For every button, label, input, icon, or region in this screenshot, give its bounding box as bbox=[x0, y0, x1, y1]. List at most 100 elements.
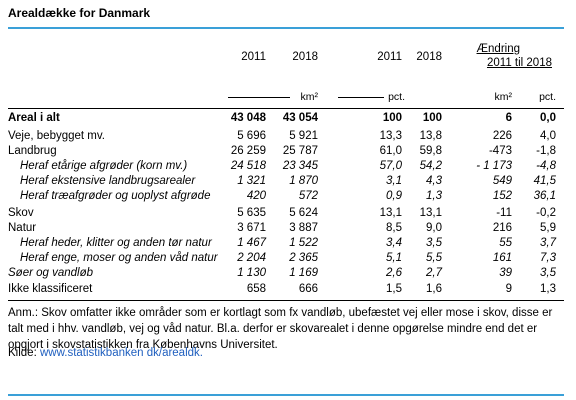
cell: -473 bbox=[488, 145, 512, 157]
cell: 36,1 bbox=[533, 190, 556, 202]
cell: 3,5 bbox=[426, 237, 442, 249]
rule bbox=[8, 108, 564, 109]
cell: 100 bbox=[382, 112, 402, 124]
column-header: 2011 bbox=[377, 51, 402, 63]
cell: 161 bbox=[492, 252, 512, 264]
row-label: Heraf træafgrøder og uoplyst afgrøde bbox=[20, 190, 211, 202]
cell: 5,9 bbox=[540, 222, 556, 234]
cell: 0,0 bbox=[540, 112, 556, 124]
unit-label: pct. bbox=[388, 91, 405, 103]
column-header: 2011 til 2018 bbox=[486, 57, 552, 69]
cell: 572 bbox=[298, 190, 318, 202]
note: Anm.: Skov omfatter ikke områder som er … bbox=[8, 307, 553, 351]
cell: 420 bbox=[246, 190, 266, 202]
row-label: Heraf heder, klitter og anden tør natur bbox=[20, 237, 212, 249]
unit-label: km² bbox=[300, 91, 319, 103]
cell: 3,7 bbox=[540, 237, 556, 249]
cell: 26 259 bbox=[230, 145, 266, 157]
cell: 5 635 bbox=[237, 207, 266, 219]
cell: 8,5 bbox=[386, 222, 402, 234]
cell: 43 048 bbox=[230, 112, 266, 124]
cell: 5,5 bbox=[426, 252, 442, 264]
rule bbox=[8, 300, 564, 301]
source-label: Kilde: bbox=[8, 347, 37, 359]
cell: 4,0 bbox=[540, 130, 556, 142]
cell: 13,1 bbox=[379, 207, 402, 219]
cell: 4,3 bbox=[426, 175, 442, 187]
row-label: Areal i alt bbox=[8, 112, 60, 124]
cell: 1 870 bbox=[289, 175, 318, 187]
cell: 3 887 bbox=[289, 222, 318, 234]
cell: 9 bbox=[505, 283, 512, 295]
unit-rule bbox=[338, 97, 384, 98]
rule bbox=[8, 27, 564, 29]
source: Kilde: www.statistikbanken dk/arealdk. bbox=[8, 346, 203, 360]
cell: 5 624 bbox=[289, 207, 318, 219]
cell: 5 696 bbox=[237, 130, 266, 142]
cell: -0,2 bbox=[536, 207, 556, 219]
cell: 6 bbox=[505, 112, 512, 124]
column-header: Ændring bbox=[476, 43, 520, 55]
cell: 2,7 bbox=[426, 267, 442, 279]
cell: 100 bbox=[422, 112, 442, 124]
row-label: Veje, bebygget mv. bbox=[8, 130, 105, 142]
cell: 1,5 bbox=[386, 283, 402, 295]
title: Arealdække for Danmark bbox=[8, 6, 151, 20]
cell: 1,3 bbox=[540, 283, 556, 295]
cell: 59,8 bbox=[419, 145, 442, 157]
cell: -1,8 bbox=[536, 145, 556, 157]
cell: 666 bbox=[298, 283, 318, 295]
cell: 3,5 bbox=[540, 267, 556, 279]
cell: 25 787 bbox=[282, 145, 318, 157]
cell: 5,1 bbox=[386, 252, 402, 264]
cell: 5 921 bbox=[289, 130, 318, 142]
cell: 2 365 bbox=[289, 252, 318, 264]
cell: 1,3 bbox=[426, 190, 442, 202]
cell: 23 345 bbox=[282, 160, 318, 172]
row-label: Heraf etårige afgrøder (korn mv.) bbox=[20, 160, 188, 172]
cell: 24 518 bbox=[230, 160, 266, 172]
cell: 1 467 bbox=[237, 237, 266, 249]
row-label: Heraf enge, moser og anden våd natur bbox=[20, 252, 218, 264]
cell: 54,2 bbox=[419, 160, 442, 172]
cell: 1 130 bbox=[237, 267, 266, 279]
cell: 13,8 bbox=[419, 130, 442, 142]
source-link[interactable]: www.statistikbanken dk/arealdk. bbox=[39, 347, 203, 359]
cell: 3,1 bbox=[386, 175, 402, 187]
cell: 39 bbox=[499, 267, 512, 279]
cell: 1 321 bbox=[237, 175, 266, 187]
cell: 658 bbox=[246, 283, 266, 295]
cell: -11 bbox=[496, 207, 512, 219]
cell: 216 bbox=[492, 222, 512, 234]
cell: 3 671 bbox=[237, 222, 266, 234]
cell: 1,6 bbox=[426, 283, 442, 295]
cell: 41,5 bbox=[533, 175, 556, 187]
row-label: Søer og vandløb bbox=[8, 267, 94, 279]
cell: 13,3 bbox=[379, 130, 402, 142]
cell: 9,0 bbox=[426, 222, 442, 234]
unit-label: km² bbox=[494, 91, 513, 103]
row-label: Ikke klassificeret bbox=[8, 283, 93, 295]
row-label: Landbrug bbox=[8, 145, 57, 157]
cell: 2 204 bbox=[237, 252, 266, 264]
cell: 0,9 bbox=[386, 190, 402, 202]
cell: 1 169 bbox=[289, 267, 318, 279]
cell: 61,0 bbox=[379, 145, 402, 157]
row-label: Heraf ekstensive landbrugsarealer bbox=[20, 175, 196, 187]
column-header: 2018 bbox=[416, 51, 442, 63]
cell: 7,3 bbox=[540, 252, 556, 264]
cell: 57,0 bbox=[379, 160, 402, 172]
cell: 226 bbox=[492, 130, 512, 142]
row-label: Skov bbox=[8, 207, 34, 219]
cell: 549 bbox=[492, 175, 512, 187]
cell: 43 054 bbox=[282, 112, 318, 124]
cell: 2,6 bbox=[386, 267, 402, 279]
column-header: 2011 bbox=[241, 51, 266, 63]
unit-label: pct. bbox=[539, 91, 556, 103]
cell: 3,4 bbox=[386, 237, 402, 249]
cell: 1 522 bbox=[289, 237, 318, 249]
rule bbox=[8, 394, 564, 396]
cell: 55 bbox=[499, 237, 512, 249]
row-label: Natur bbox=[8, 222, 37, 234]
